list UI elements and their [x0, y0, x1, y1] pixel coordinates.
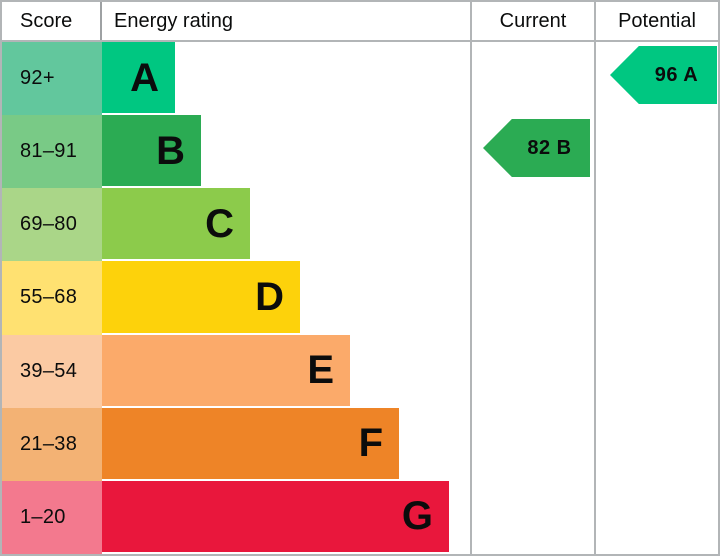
band-rows: 92+ A 81–91 B 69–80 C 55–68	[2, 42, 470, 554]
rating-letter-a: A	[130, 55, 159, 100]
score-range-f: 21–38	[2, 407, 102, 481]
band-row-c: 69–80 C	[2, 188, 470, 262]
rating-bar-f: F	[102, 407, 399, 479]
band-row-a: 92+ A	[2, 42, 470, 116]
score-range-c: 69–80	[2, 188, 102, 262]
potential-column-header: Potential	[596, 2, 718, 42]
score-range-b: 81–91	[2, 115, 102, 189]
band-row-d: 55–68 D	[2, 261, 470, 335]
rating-header-row: Score Energy rating	[2, 2, 470, 42]
rating-bar-c: C	[102, 188, 250, 260]
energy-rating-column-header: Energy rating	[114, 9, 233, 32]
rating-bar-a: A	[102, 42, 175, 114]
rating-bar-b: B	[102, 115, 201, 187]
current-column-header: Current	[472, 2, 594, 42]
potential-rating-arrow: 96 A	[610, 46, 717, 104]
score-range-d: 55–68	[2, 261, 102, 335]
rating-letter-b: B	[156, 128, 185, 173]
current-column: Current 82 B	[470, 2, 594, 554]
rating-bar-g: G	[102, 480, 449, 552]
potential-column: Potential 96 A	[594, 2, 718, 554]
potential-column-body: 96 A	[596, 42, 718, 554]
rating-letter-e: E	[307, 348, 334, 393]
score-range-e: 39–54	[2, 334, 102, 408]
current-column-body: 82 B	[472, 42, 594, 554]
score-range-a: 92+	[2, 42, 102, 116]
band-row-e: 39–54 E	[2, 334, 470, 408]
rating-letter-c: C	[205, 201, 234, 246]
band-row-g: 1–20 G	[2, 480, 470, 554]
band-row-b: 81–91 B	[2, 115, 470, 189]
rating-section: Score Energy rating 92+ A 81–91 B 69–80 …	[2, 2, 470, 554]
rating-bar-d: D	[102, 261, 300, 333]
band-row-f: 21–38 F	[2, 407, 470, 481]
score-range-g: 1–20	[2, 480, 102, 554]
rating-letter-f: F	[358, 421, 383, 466]
rating-bar-e: E	[102, 334, 350, 406]
rating-letter-g: G	[401, 494, 433, 539]
current-rating-arrow: 82 B	[483, 119, 590, 177]
score-column-header: Score	[2, 2, 102, 40]
rating-letter-d: D	[255, 274, 284, 319]
